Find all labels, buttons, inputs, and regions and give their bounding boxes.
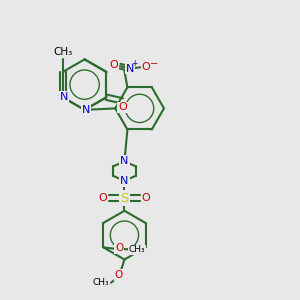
Text: N: N [82, 105, 90, 115]
Text: O: O [110, 60, 118, 70]
Text: N: N [60, 92, 68, 102]
Text: CH₃: CH₃ [93, 278, 109, 287]
Text: O: O [142, 62, 151, 72]
Text: O: O [114, 270, 123, 280]
Text: CH₃: CH₃ [53, 47, 72, 57]
Text: O: O [99, 193, 107, 203]
Text: N: N [120, 176, 129, 186]
Text: +: + [131, 59, 138, 68]
Text: O: O [115, 243, 123, 253]
Text: O: O [118, 102, 127, 112]
Text: CH₃: CH₃ [128, 245, 145, 254]
Text: N: N [120, 156, 129, 166]
Text: N: N [126, 64, 134, 74]
Text: S: S [120, 191, 129, 205]
Text: −: − [150, 58, 158, 68]
Text: O: O [142, 193, 150, 203]
